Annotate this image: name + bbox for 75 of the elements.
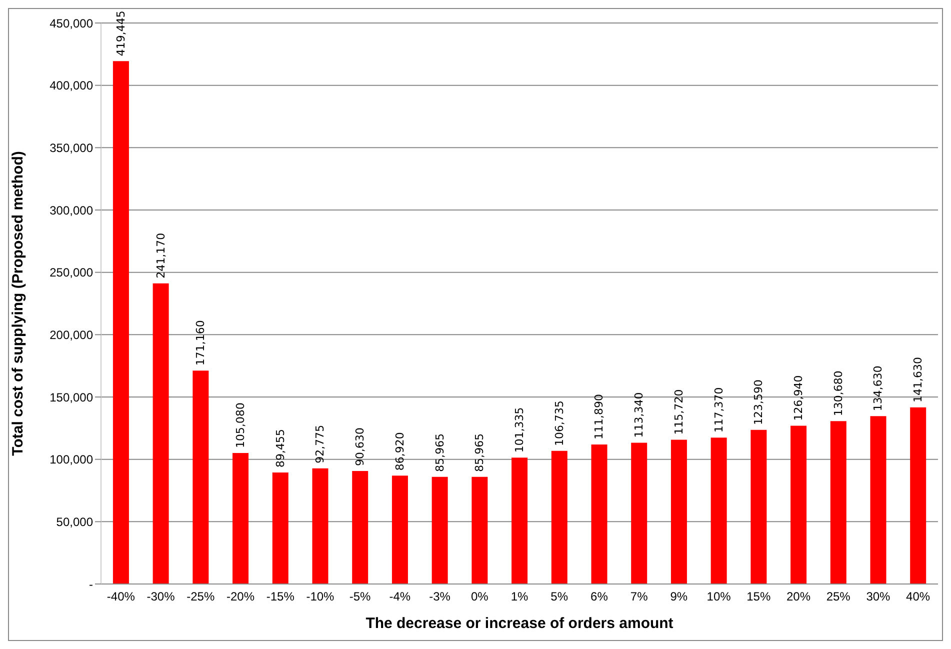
bar <box>432 476 448 584</box>
bar <box>472 476 488 584</box>
bar <box>790 426 807 584</box>
x-tick-label: 7% <box>630 590 648 604</box>
x-tick-label: -40% <box>106 590 136 604</box>
data-label: 105,080 <box>234 402 248 448</box>
bar <box>710 438 727 584</box>
x-tick-label: -10% <box>306 590 335 604</box>
x-tick-label: -15% <box>266 590 295 604</box>
data-label: 101,335 <box>513 407 526 453</box>
bar <box>870 416 886 584</box>
y-tick-label: 450,000 <box>50 16 94 30</box>
x-tick-label: 0% <box>470 590 489 604</box>
bar <box>152 283 169 584</box>
x-tick-label: 40% <box>906 590 930 604</box>
data-label: 86,920 <box>393 432 406 471</box>
bar <box>750 430 767 584</box>
data-label: 89,455 <box>274 428 287 468</box>
y-tick-label: 350,000 <box>50 140 94 155</box>
x-tick-label: 9% <box>670 590 688 604</box>
y-tick-label: 150,000 <box>50 390 94 404</box>
x-tick-label: 5% <box>550 590 568 604</box>
x-tick-label: -3% <box>429 590 451 604</box>
bar <box>512 458 528 584</box>
data-label: 123,590 <box>752 379 766 425</box>
y-axis-title: Total cost of supplying (Proposed method) <box>9 151 26 456</box>
data-label: 85,965 <box>473 433 486 472</box>
y-tick-label: 50,000 <box>56 514 94 529</box>
data-label: 111,890 <box>592 394 606 440</box>
bar <box>670 440 687 584</box>
data-label: 117,370 <box>712 387 726 433</box>
data-label: 92,775 <box>314 424 327 464</box>
y-tick-label: 100,000 <box>50 452 94 467</box>
x-tick-label: -20% <box>226 590 255 604</box>
data-label: 419,445 <box>114 10 128 56</box>
x-axis-title: The decrease or increase of orders amount <box>366 615 674 632</box>
data-label: 85,965 <box>433 433 446 472</box>
data-label: 115,720 <box>672 389 686 435</box>
bar <box>352 471 368 584</box>
x-tick-label: -5% <box>349 590 372 604</box>
bar <box>312 468 328 584</box>
bar <box>631 442 648 584</box>
bar <box>272 472 288 584</box>
x-tick-label: 1% <box>510 590 528 604</box>
x-tick-label: 6% <box>590 590 608 604</box>
x-tick-label: -4% <box>389 590 411 604</box>
x-tick-label: 10% <box>706 590 732 604</box>
data-label: 130,680 <box>832 370 845 416</box>
data-label: 126,940 <box>792 375 806 421</box>
bar <box>591 444 608 584</box>
data-label: 141,630 <box>912 356 925 402</box>
data-label: 241,170 <box>154 232 168 278</box>
data-label: 106,735 <box>552 400 566 446</box>
x-tick-label: -25% <box>186 590 215 604</box>
y-tick-label: 200,000 <box>50 328 94 342</box>
y-tick-label: 300,000 <box>50 203 94 218</box>
x-tick-label: 25% <box>826 590 851 604</box>
x-tick-label: 15% <box>746 590 771 604</box>
bar <box>232 453 249 584</box>
x-tick-label: 30% <box>866 590 891 604</box>
data-label: 134,630 <box>872 366 885 412</box>
bar <box>830 421 846 584</box>
bar <box>112 61 129 584</box>
y-tick-label: 250,000 <box>50 266 94 280</box>
y-tick-label: 400,000 <box>50 78 94 93</box>
bar <box>551 450 568 584</box>
bar <box>192 370 209 584</box>
data-label: 90,630 <box>354 428 367 466</box>
bar <box>392 476 408 584</box>
x-tick-label: 20% <box>786 590 811 604</box>
data-label: 113,340 <box>632 392 646 438</box>
bar <box>910 407 926 584</box>
x-tick-label: -30% <box>146 590 176 604</box>
y-tick-label: - <box>89 577 93 592</box>
data-label: 171,160 <box>194 320 208 366</box>
